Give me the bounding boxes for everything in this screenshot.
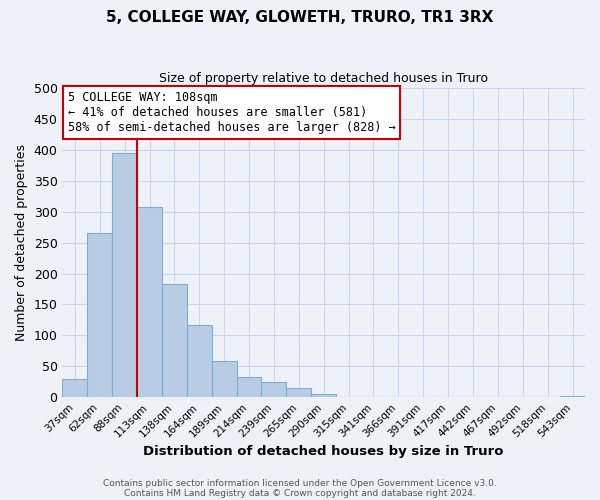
Text: 5, COLLEGE WAY, GLOWETH, TRURO, TR1 3RX: 5, COLLEGE WAY, GLOWETH, TRURO, TR1 3RX [106, 10, 494, 25]
Title: Size of property relative to detached houses in Truro: Size of property relative to detached ho… [159, 72, 488, 86]
Bar [212, 362, 236, 397]
Bar [236, 378, 262, 397]
Bar [286, 388, 311, 397]
Bar [311, 394, 336, 397]
Text: 5 COLLEGE WAY: 108sqm
← 41% of detached houses are smaller (581)
58% of semi-det: 5 COLLEGE WAY: 108sqm ← 41% of detached … [68, 91, 395, 134]
Text: Contains public sector information licensed under the Open Government Licence v3: Contains public sector information licen… [103, 478, 497, 488]
X-axis label: Distribution of detached houses by size in Truro: Distribution of detached houses by size … [143, 444, 504, 458]
Y-axis label: Number of detached properties: Number of detached properties [15, 144, 28, 341]
Bar [88, 234, 112, 397]
Bar [560, 396, 585, 397]
Bar [162, 284, 187, 397]
Bar [137, 207, 162, 397]
Bar [112, 153, 137, 397]
Text: Contains HM Land Registry data © Crown copyright and database right 2024.: Contains HM Land Registry data © Crown c… [124, 488, 476, 498]
Bar [262, 382, 286, 397]
Bar [62, 378, 88, 397]
Bar [187, 325, 212, 397]
